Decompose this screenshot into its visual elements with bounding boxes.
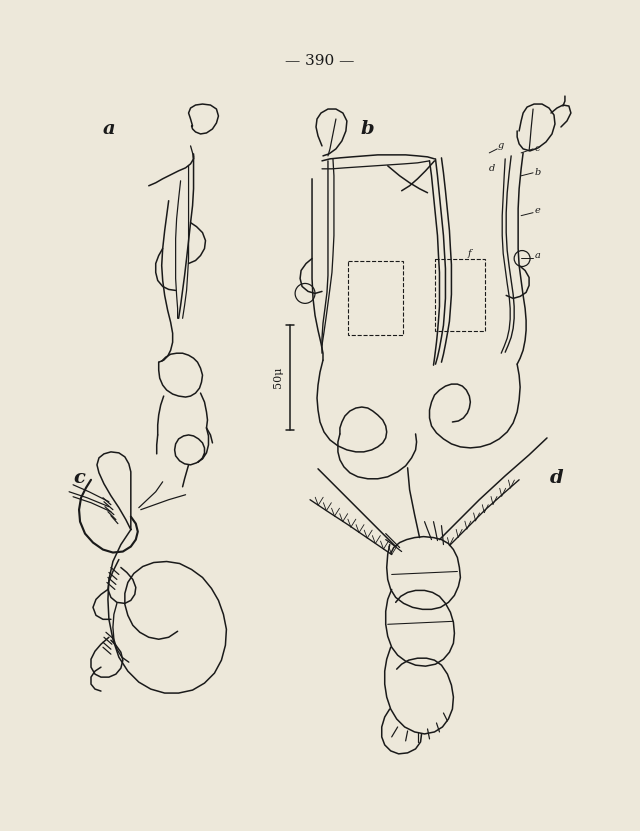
Bar (435, 258, 485, 332)
Text: a: a (535, 251, 541, 260)
Text: f: f (467, 249, 471, 258)
Text: g: g (497, 141, 504, 150)
Text: a: a (102, 120, 115, 138)
Text: e: e (535, 206, 541, 215)
Text: — 390 —: — 390 — (285, 54, 355, 68)
Text: 50μ: 50μ (273, 366, 283, 388)
Text: b: b (535, 169, 541, 177)
Text: d: d (550, 469, 564, 487)
Bar (348, 261, 403, 335)
Text: c: c (535, 145, 541, 154)
Text: d: d (489, 165, 495, 174)
Text: b: b (361, 120, 374, 138)
Text: c: c (73, 469, 85, 487)
